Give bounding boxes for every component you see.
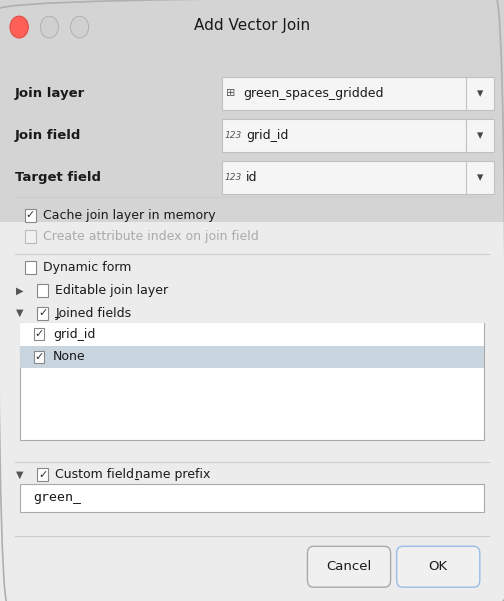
Text: ✓: ✓: [38, 470, 47, 480]
Text: ⊞: ⊞: [226, 88, 235, 98]
Text: 123: 123: [224, 131, 241, 139]
FancyBboxPatch shape: [25, 261, 36, 274]
FancyBboxPatch shape: [34, 328, 44, 340]
FancyBboxPatch shape: [222, 118, 494, 151]
Circle shape: [10, 16, 28, 38]
Text: grid_id: grid_id: [246, 129, 288, 142]
FancyBboxPatch shape: [37, 468, 48, 481]
FancyBboxPatch shape: [0, 0, 504, 222]
Text: ✓: ✓: [26, 210, 35, 220]
Text: 123: 123: [224, 173, 241, 182]
Text: ✓: ✓: [35, 329, 44, 339]
FancyBboxPatch shape: [222, 160, 494, 194]
Text: OK: OK: [429, 560, 448, 573]
Text: ▾: ▾: [477, 87, 483, 100]
Text: ▶: ▶: [17, 285, 24, 295]
Text: None: None: [53, 350, 86, 364]
Text: ▾: ▾: [477, 129, 483, 142]
Text: ✓: ✓: [38, 308, 47, 318]
Text: green_: green_: [33, 492, 81, 504]
Text: Add Vector Join: Add Vector Join: [194, 18, 310, 32]
Text: Join layer: Join layer: [15, 87, 85, 100]
Text: id: id: [246, 171, 258, 184]
FancyBboxPatch shape: [222, 76, 494, 109]
FancyBboxPatch shape: [20, 323, 484, 440]
FancyBboxPatch shape: [307, 546, 391, 587]
Text: Custom field: Custom field: [55, 468, 139, 481]
Text: Join field: Join field: [15, 129, 82, 142]
Circle shape: [71, 16, 89, 38]
Text: ▼: ▼: [17, 470, 24, 480]
FancyBboxPatch shape: [397, 546, 480, 587]
Text: Cancel: Cancel: [327, 560, 371, 573]
Text: ▼: ▼: [17, 308, 24, 318]
Text: ✓: ✓: [35, 352, 44, 362]
FancyBboxPatch shape: [25, 209, 36, 222]
Text: Joined fields: Joined fields: [55, 307, 132, 320]
Text: Cache join layer in memory: Cache join layer in memory: [43, 209, 216, 222]
Text: Editable join layer: Editable join layer: [55, 284, 168, 297]
FancyBboxPatch shape: [0, 222, 504, 601]
Text: name prefix: name prefix: [135, 468, 211, 481]
Text: Target field: Target field: [15, 171, 101, 184]
FancyBboxPatch shape: [25, 230, 36, 243]
FancyBboxPatch shape: [20, 323, 484, 346]
FancyBboxPatch shape: [34, 351, 44, 363]
Text: grid_id: grid_id: [53, 328, 95, 341]
FancyBboxPatch shape: [20, 346, 484, 368]
FancyBboxPatch shape: [37, 284, 48, 297]
Circle shape: [40, 16, 58, 38]
Text: green_spaces_gridded: green_spaces_gridded: [243, 87, 384, 100]
Text: ▾: ▾: [477, 171, 483, 184]
Text: Dynamic form: Dynamic form: [43, 261, 131, 274]
FancyBboxPatch shape: [37, 307, 48, 320]
FancyBboxPatch shape: [20, 484, 484, 512]
Text: Create attribute index on join field: Create attribute index on join field: [43, 230, 259, 243]
